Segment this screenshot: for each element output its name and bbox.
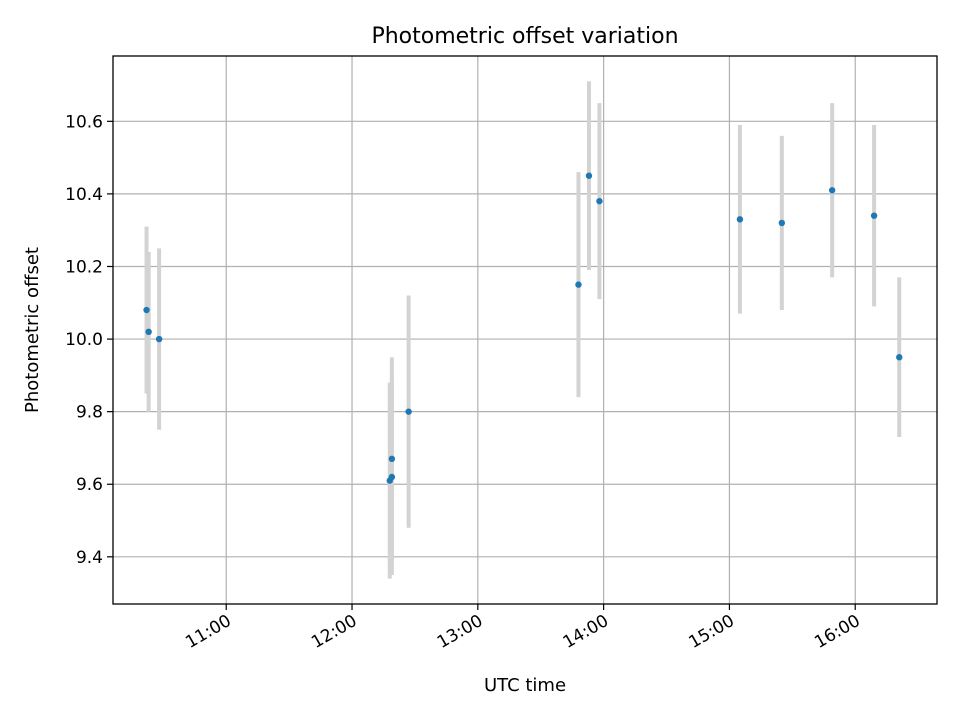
y-axis-label: Photometric offset [22,247,43,413]
data-point [155,335,163,343]
x-tick-label: 15:00 [685,611,737,653]
x-tick-label: 13:00 [434,611,486,653]
y-tick-label: 9.8 [76,403,103,423]
data-point [143,306,150,314]
grid-layer [113,56,937,604]
data-point [736,216,744,223]
y-tick-label: 10.4 [65,185,103,205]
error-bars [144,81,902,579]
data-point [596,197,603,205]
data-point [896,354,903,361]
y-tick-label: 10.2 [65,257,103,277]
data-point [870,212,878,219]
y-tick-label: 9.6 [76,475,103,495]
chart-title: Photometric offset variation [371,24,678,49]
data-point [828,187,836,194]
x-axis: 11:00 12:00 13:00 14:00 15:00 16:00 [182,604,864,653]
x-tick-label: 12:00 [308,611,360,653]
y-tick-label: 9.4 [76,548,103,568]
data-point [388,473,396,481]
data-point [145,328,152,336]
data-point [575,281,582,288]
plot-frame [112,55,938,605]
data-points [143,172,903,484]
data-point [388,455,396,463]
x-axis-label: UTC time [484,675,566,696]
data-point [778,219,786,227]
y-tick-label: 10.6 [65,112,103,132]
y-tick-label: 10.0 [65,330,103,350]
x-tick-label: 14:00 [560,611,612,653]
data-point [585,172,593,179]
x-tick-label: 11:00 [182,611,234,653]
data-point [405,408,412,415]
y-axis: 9.4 9.6 9.8 10.0 10.2 10.4 10.6 [65,112,113,568]
x-tick-label: 16:00 [811,611,863,653]
